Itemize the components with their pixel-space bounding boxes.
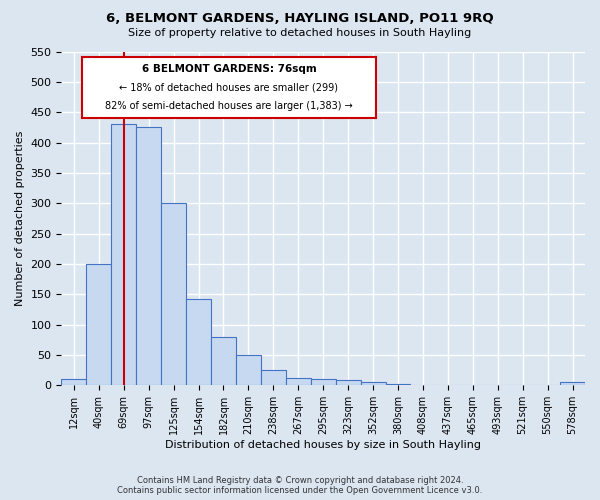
Text: Contains HM Land Registry data © Crown copyright and database right 2024.
Contai: Contains HM Land Registry data © Crown c… — [118, 476, 482, 495]
Bar — [286, 378, 311, 386]
Bar — [211, 337, 236, 386]
Bar — [136, 128, 161, 386]
Bar — [186, 298, 211, 386]
Bar — [236, 355, 261, 386]
Bar — [361, 382, 386, 386]
Bar — [261, 370, 286, 386]
Bar — [111, 124, 136, 386]
Bar — [560, 382, 585, 386]
Bar — [386, 384, 410, 386]
Bar — [311, 380, 335, 386]
Bar — [335, 380, 361, 386]
Bar — [86, 264, 111, 386]
Text: Size of property relative to detached houses in South Hayling: Size of property relative to detached ho… — [128, 28, 472, 38]
Text: 6, BELMONT GARDENS, HAYLING ISLAND, PO11 9RQ: 6, BELMONT GARDENS, HAYLING ISLAND, PO11… — [106, 12, 494, 26]
Bar — [61, 380, 86, 386]
X-axis label: Distribution of detached houses by size in South Hayling: Distribution of detached houses by size … — [165, 440, 481, 450]
Y-axis label: Number of detached properties: Number of detached properties — [15, 130, 25, 306]
Bar — [161, 203, 186, 386]
